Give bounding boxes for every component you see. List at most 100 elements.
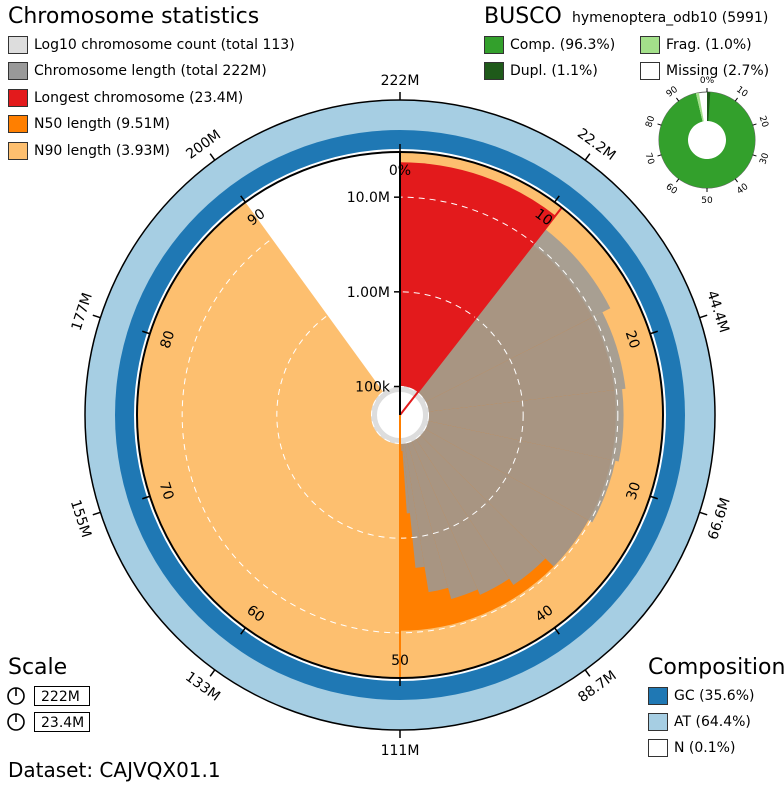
busco-legend-swatch [484,62,504,80]
length-tick [699,314,708,319]
composition-legend-label: AT (64.4%) [674,714,751,730]
chromosome-legend-item: N90 length (3.93M) [8,142,170,160]
length-tick-label: 66.6M [705,496,734,542]
chromosome-legend-swatch [8,142,28,160]
percent-tick-label: 30 [624,480,645,502]
chromosome-legend-swatch [8,62,28,80]
chromosome-legend-label: N90 length (3.93M) [34,143,170,159]
percent-tick [553,195,560,203]
busco-legend-swatch [484,36,504,54]
chromosome-legend-item: Chromosome length (total 222M) [8,62,267,80]
busco-tick-label: 60 [664,182,679,197]
chromosome-length-step [400,415,589,567]
length-tick [584,669,591,677]
chromosome-legend-label: N50 length (9.51M) [34,116,170,132]
busco-tick [752,123,757,126]
busco-tick [752,154,757,157]
chromosome-length-step [400,229,611,415]
length-tick-label: 222M [381,73,420,89]
busco-title: BUSCO [484,4,562,29]
percent-tick [240,627,247,635]
busco-legend-item: Comp. (96.3%) [484,36,615,54]
busco-tick [657,154,662,157]
busco-tick [676,97,680,102]
length-tick [209,153,216,161]
scale-row-total: 222M [6,686,90,706]
beyond-n90-area [245,152,400,415]
busco-legend-label: Frag. (1.0%) [666,37,752,53]
length-tick [209,669,216,677]
chromosome-legend-swatch [8,89,28,107]
chromosome-legend-swatch [8,115,28,133]
length-tick-label: 111M [381,743,420,759]
chromosome-statistics-title: Chromosome statistics [8,4,260,29]
chromosome-length-step [400,415,510,595]
busco-tick-label: 70 [642,152,655,166]
busco-tick-label: 90 [665,85,680,100]
composition-legend-swatch [648,687,668,705]
busco-tick-label: 40 [735,182,750,197]
chromosome-length-step [400,312,626,415]
chromosome-legend-label: Log10 chromosome count (total 113) [34,37,295,53]
busco-legend-swatch [640,36,660,54]
composition-legend-label: N (0.1%) [674,740,736,756]
chromosome-legend-item: N50 length (9.51M) [8,115,170,133]
length-tick-label: 44.4M [703,289,732,335]
busco-lineage: hymenoptera_odb10 (5991) [572,10,769,26]
busco-legend-label: Missing (2.7%) [666,63,770,79]
busco-donut: 0% 10 20 30 40 50 60 70 80 90 [642,76,771,206]
busco-duplicated-arc [707,92,711,122]
scale-title: Scale [8,655,68,680]
chromosome-legend-item: Log10 chromosome count (total 113) [8,36,295,54]
length-tick-label: 177M [69,291,96,333]
chromosome-length-step [400,415,616,523]
composition-title: Composition [648,655,784,680]
percent-tick-label: 80 [158,329,179,351]
composition-legend-item: AT (64.4%) [648,713,751,731]
busco-tick [734,178,738,183]
scale-total-label: 222M [34,686,90,706]
busco-tick-label: 30 [758,152,771,166]
radial-guide [276,291,524,539]
chromosome-legend-item: Longest chromosome (23.4M) [8,89,243,107]
scale-dial-icon [7,713,25,731]
percent-tick-label: 20 [622,329,643,351]
busco-tick-label: 80 [644,115,657,129]
length-tick [699,511,708,516]
percent-tick [240,195,247,203]
busco-tick [676,178,680,183]
length-tick [92,314,101,319]
radial-tick-label: 10.0M [347,190,390,206]
busco-legend-label: Comp. (96.3%) [510,37,616,53]
scale-dial-icon [7,687,25,705]
percent-tick-label: 0% [389,163,411,179]
scale-row-longest: 23.4M [6,712,90,732]
chromosome-legend-label: Chromosome length (total 222M) [34,63,267,79]
busco-legend-item: Frag. (1.0%) [640,36,752,54]
percent-tick [649,330,658,335]
composition-legend-item: N (0.1%) [648,739,735,757]
busco-legend-item: Dupl. (1.1%) [484,62,598,80]
chromosome-legend-swatch [8,36,28,54]
length-tick [92,511,101,516]
chromosome-length-step [400,415,546,585]
busco-legend-item: Missing (2.7%) [640,62,769,80]
busco-legend-swatch [640,62,660,80]
length-tick [584,153,591,161]
busco-complete-arc [658,92,755,189]
busco-tick-label: 10 [734,85,749,100]
dataset-label: Dataset: CAJVQX01.1 [8,758,221,782]
busco-tick-label: 20 [757,115,770,129]
percent-tick-label: 50 [391,653,409,669]
percent-tick [142,330,151,335]
busco-tick-label: 0% [700,76,715,86]
composition-legend-label: GC (35.6%) [674,688,755,704]
percent-tick [142,495,151,500]
chromosome-length-step [400,415,478,599]
radial-tick-label: 100k [355,380,391,396]
composition-legend-swatch [648,713,668,731]
percent-tick [553,627,560,635]
length-tick-label: 155M [67,498,94,540]
percent-tick [649,495,658,500]
